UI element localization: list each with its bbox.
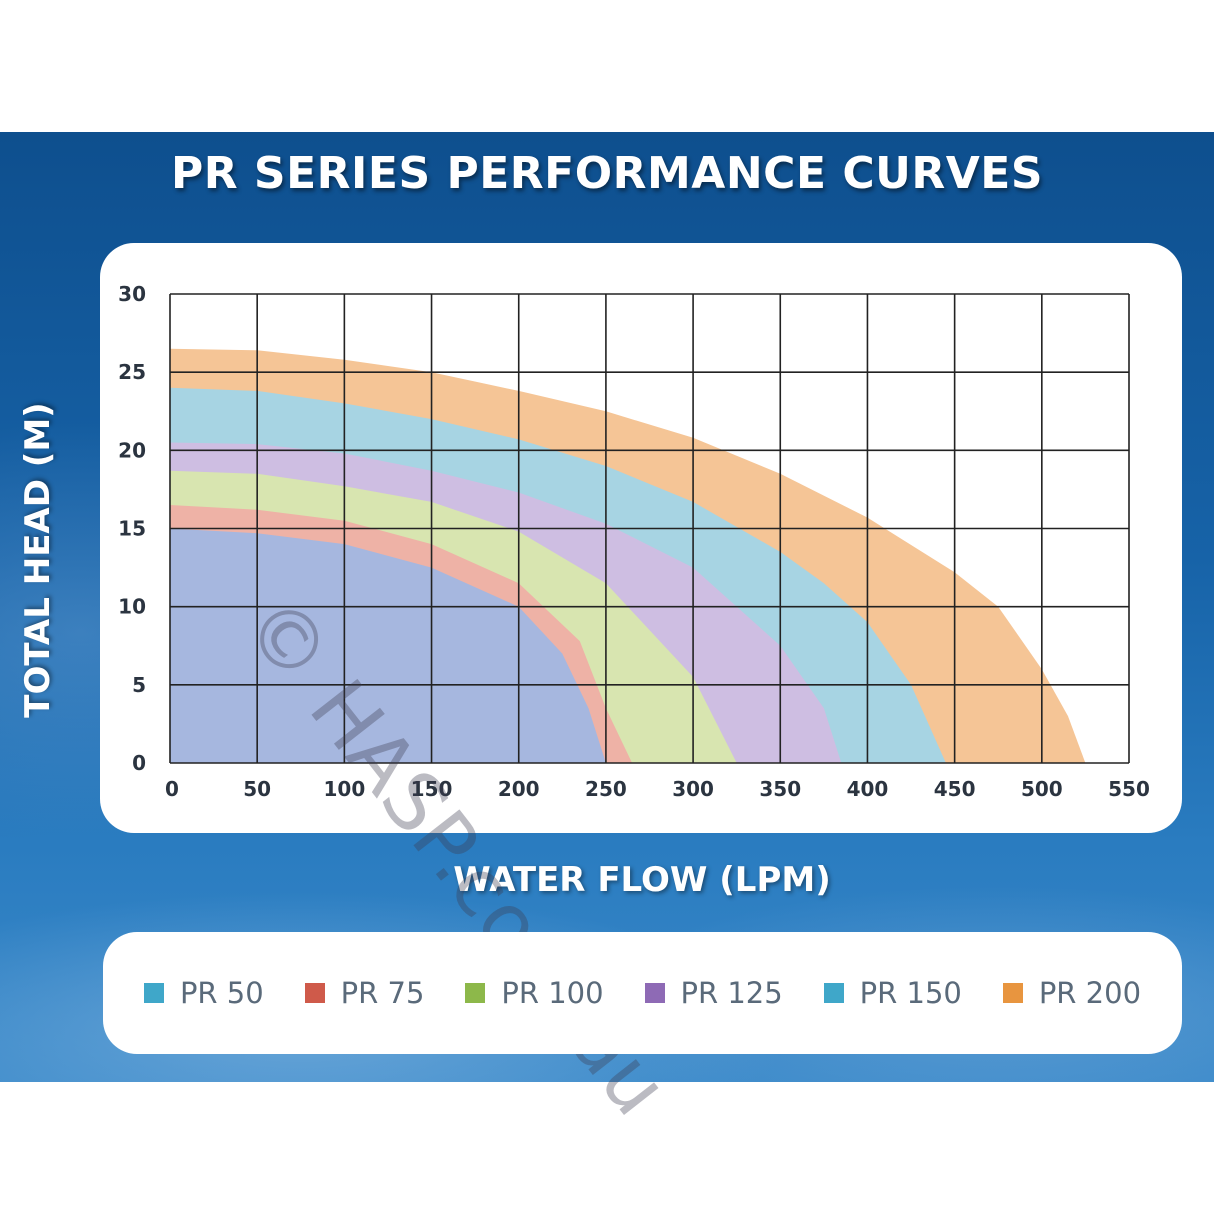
legend-label: PR 50 — [179, 976, 264, 1010]
x-tick-label: 450 — [934, 777, 976, 801]
x-tick-label: 500 — [1021, 777, 1063, 801]
legend-swatch — [465, 983, 486, 1003]
x-tick-label: 550 — [1108, 777, 1150, 801]
legend-label: PR 125 — [680, 976, 783, 1010]
x-tick-label: 100 — [323, 777, 365, 801]
area-pr-50 — [170, 528, 606, 763]
y-axis-label: TOTAL HEAD (M) — [18, 402, 58, 718]
legend-swatch — [304, 983, 325, 1003]
legend-item-pr-50: PR 50 — [143, 976, 264, 1010]
x-tick-label: 250 — [585, 777, 627, 801]
legend-label: PR 200 — [1038, 976, 1142, 1010]
legend-label: PR 100 — [501, 976, 604, 1010]
y-tick-label: 30 — [118, 282, 146, 306]
x-tick-label: 150 — [411, 777, 453, 801]
legend-label: PR 75 — [340, 976, 425, 1010]
x-tick-label: 50 — [243, 777, 271, 801]
chart-title: PR SERIES PERFORMANCE CURVES — [170, 148, 1044, 199]
legend: PR 50 PR 75 PR 100 PR 125 PR 150 PR 200 — [103, 932, 1182, 1054]
x-tick-label: 200 — [498, 777, 540, 801]
x-tick-label: 350 — [759, 777, 801, 801]
legend-label: PR 150 — [859, 976, 962, 1010]
y-tick-label: 10 — [118, 595, 146, 619]
performance-chart: 0 50 100 150 200 250 300 350 400 450 500 550 0 5 10 15 2… — [118, 282, 1150, 801]
x-tick-label: 400 — [847, 777, 889, 801]
legend-item-pr-75: PR 75 — [304, 976, 425, 1010]
x-tick-label: 0 — [165, 777, 179, 801]
legend-item-pr-150: PR 150 — [823, 976, 962, 1010]
y-tick-label: 0 — [132, 751, 146, 775]
legend-swatch — [143, 983, 164, 1003]
y-tick-label: 5 — [132, 673, 146, 697]
plot-area: 0 50 100 150 200 250 300 350 400 450 500 550 0 5 10 15 2… — [100, 243, 1182, 833]
legend-swatch — [644, 983, 665, 1003]
y-tick-label: 15 — [118, 517, 146, 541]
legend-item-pr-125: PR 125 — [644, 976, 783, 1010]
x-axis-label: WATER FLOW (LPM) — [453, 860, 831, 900]
x-tick-label: 300 — [672, 777, 714, 801]
legend-swatch — [823, 983, 844, 1003]
legend-swatch — [1002, 983, 1023, 1003]
legend-item-pr-200: PR 200 — [1002, 976, 1142, 1010]
y-tick-label: 25 — [118, 360, 146, 384]
legend-item-pr-100: PR 100 — [465, 976, 604, 1010]
y-tick-label: 20 — [118, 438, 146, 462]
